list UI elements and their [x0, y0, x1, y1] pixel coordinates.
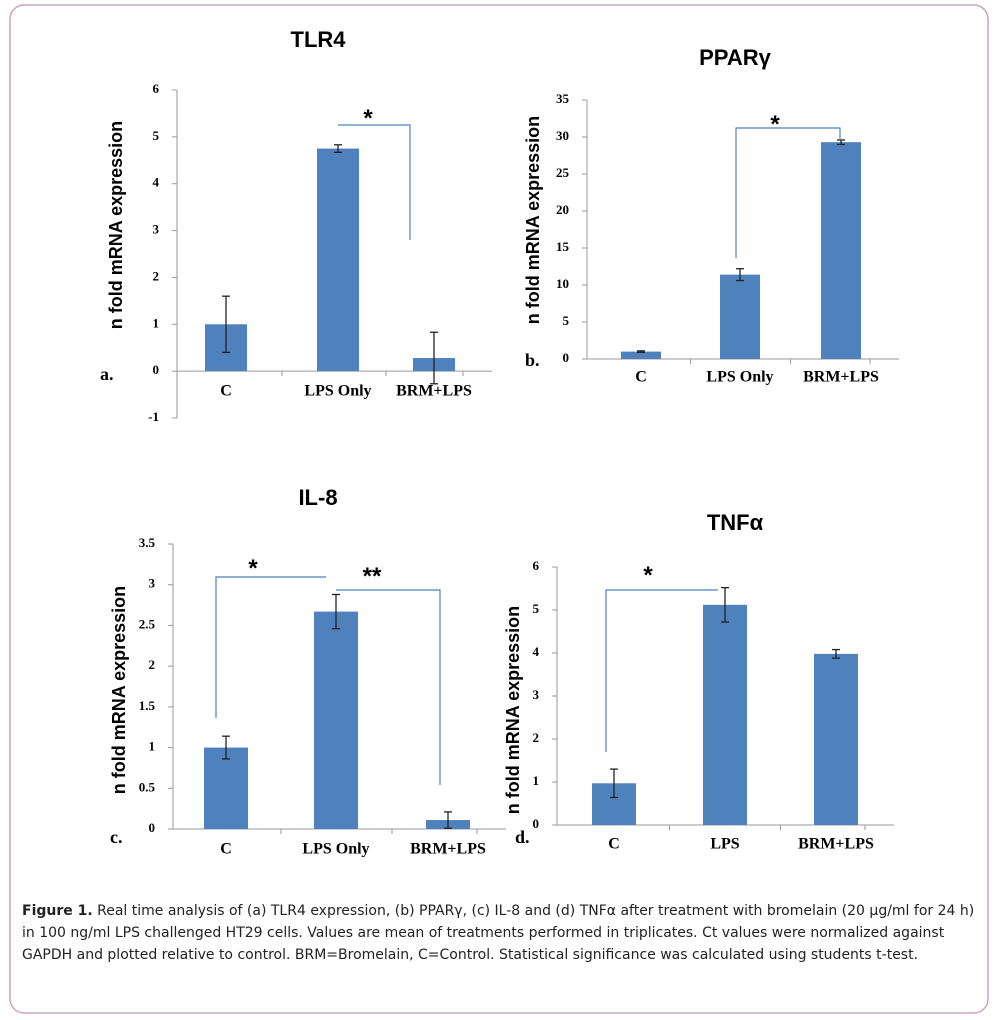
- y-tick-label: 10: [556, 276, 569, 291]
- y-tick-label: 4: [533, 644, 540, 659]
- bar: [317, 148, 359, 372]
- y-tick-label: 1: [149, 739, 156, 754]
- x-tick-label: LPS Only: [304, 383, 371, 400]
- y-tick-label: 3.5: [139, 535, 156, 550]
- bar: [621, 351, 661, 359]
- y-tick-label: 0.5: [139, 779, 156, 794]
- frame: [9, 4, 989, 1014]
- chart-title: TLR4: [291, 27, 347, 52]
- y-tick-label: 35: [556, 91, 570, 106]
- y-tick-label: 0: [149, 820, 156, 835]
- bar: [814, 653, 858, 825]
- significance-bracket: [735, 127, 841, 258]
- x-tick-label: LPS Only: [302, 841, 369, 858]
- y-axis-label: n fold mRNA expression: [106, 121, 126, 329]
- bar: [720, 274, 760, 359]
- y-tick-label: 0: [563, 350, 570, 365]
- caption-text: Real time analysis of (a) TLR4 expressio…: [22, 903, 975, 963]
- x-tick-label: BRM+LPS: [803, 369, 879, 386]
- y-tick-label: 20: [556, 202, 569, 217]
- significance-label: *: [248, 555, 258, 582]
- y-axis-label: n fold mRNA expression: [523, 116, 543, 324]
- caption: Figure 1. Real time analysis of (a) TLR4…: [22, 900, 977, 966]
- significance-bracket: [338, 124, 411, 240]
- y-tick-label: 30: [556, 128, 569, 143]
- y-axis-label: n fold mRNA expression: [109, 586, 129, 794]
- x-tick-label: BRM+LPS: [396, 383, 472, 400]
- x-tick-label: LPS: [710, 836, 739, 853]
- y-tick-label: -1: [148, 409, 159, 424]
- x-tick-label: C: [220, 841, 232, 858]
- y-tick-label: 3: [149, 576, 156, 591]
- x-tick-label: LPS Only: [706, 369, 773, 386]
- y-tick-label: 3: [153, 222, 160, 237]
- y-tick-label: 2: [149, 657, 156, 672]
- x-tick-label: C: [635, 369, 647, 386]
- y-tick-label: 25: [556, 165, 570, 180]
- bar: [703, 604, 747, 825]
- bar: [204, 747, 248, 829]
- x-tick-label: BRM+LPS: [410, 841, 486, 858]
- y-tick-label: 4: [153, 175, 160, 190]
- y-tick-label: 1: [533, 773, 540, 788]
- y-tick-label: 5: [533, 601, 540, 616]
- chart-title: TNFα: [707, 510, 764, 535]
- significance-bracket: [336, 589, 441, 785]
- y-tick-label: 2.5: [139, 616, 156, 631]
- chart-title: PPARγ: [699, 45, 771, 70]
- bar: [314, 611, 358, 829]
- panel-label: b.: [525, 350, 540, 370]
- panel-label: d.: [515, 827, 530, 847]
- significance-bracket: [215, 576, 326, 718]
- y-tick-label: 2: [153, 268, 160, 283]
- chart-title: IL-8: [298, 485, 337, 510]
- x-tick-label: BRM+LPS: [798, 836, 874, 853]
- y-tick-label: 6: [153, 81, 160, 96]
- panel-label: a.: [100, 364, 114, 384]
- bar: [821, 142, 861, 359]
- y-tick-label: 5: [563, 313, 570, 328]
- caption-label: Figure 1.: [22, 903, 93, 919]
- y-axis-label: n fold mRNA expression: [503, 606, 523, 814]
- x-tick-label: C: [220, 383, 232, 400]
- significance-label: *: [363, 105, 373, 132]
- y-tick-label: 0: [533, 816, 540, 831]
- y-tick-label: 1: [153, 315, 160, 330]
- y-tick-label: 0: [153, 362, 160, 377]
- y-tick-label: 1.5: [139, 698, 156, 713]
- significance-label: *: [770, 111, 780, 138]
- y-tick-label: 2: [533, 730, 540, 745]
- y-tick-label: 15: [556, 239, 570, 254]
- significance-bracket: [605, 589, 718, 752]
- significance-label: **: [363, 563, 382, 590]
- y-tick-label: 5: [153, 128, 160, 143]
- y-tick-label: 3: [533, 687, 540, 702]
- y-tick-label: 6: [533, 558, 540, 573]
- panel-label: c.: [110, 827, 123, 847]
- significance-label: *: [643, 562, 653, 589]
- x-tick-label: C: [608, 836, 620, 853]
